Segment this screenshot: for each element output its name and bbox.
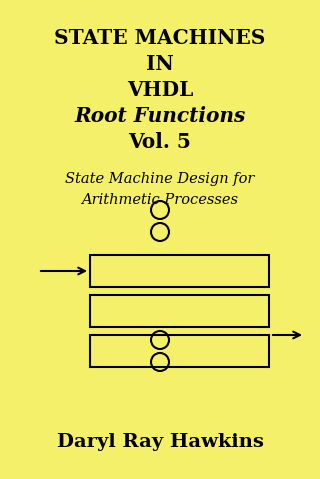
Text: IN: IN: [146, 54, 174, 74]
Text: Vol. 5: Vol. 5: [129, 132, 191, 152]
Text: VHDL: VHDL: [127, 80, 193, 100]
Text: Root Functions: Root Functions: [74, 106, 246, 126]
Bar: [90, 255, 269, 287]
Bar: [90, 295, 269, 327]
Text: State Machine Design for
Arithmetic Processes: State Machine Design for Arithmetic Proc…: [65, 172, 255, 206]
Text: Daryl Ray Hawkins: Daryl Ray Hawkins: [57, 433, 263, 451]
Text: STATE MACHINES: STATE MACHINES: [54, 28, 266, 48]
Bar: [90, 335, 269, 367]
